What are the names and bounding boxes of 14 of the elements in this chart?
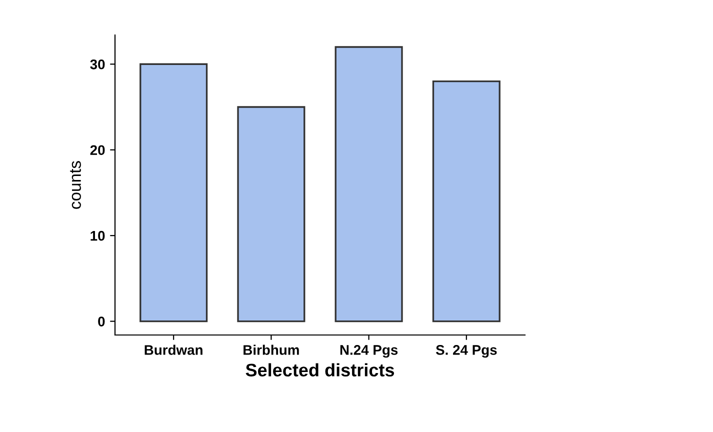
x-tick-label: Birbhum: [244, 344, 299, 355]
bar: [334, 46, 403, 322]
x-axis-title: Selected districts: [246, 363, 394, 376]
y-axis-title: counts: [70, 161, 81, 209]
bar: [237, 106, 306, 322]
y-tick-label: 10: [90, 230, 105, 241]
bar: [140, 63, 208, 322]
x-tick-label: S. 24 Pgs: [436, 345, 497, 358]
x-tick-label: N.24 Pgs: [340, 345, 398, 358]
y-tick-label: 20: [90, 145, 105, 156]
bar: [432, 80, 500, 322]
y-tick-label: 30: [90, 59, 105, 70]
x-tick-label: Burdwan: [144, 344, 202, 355]
y-tick-label: 0: [98, 316, 105, 326]
